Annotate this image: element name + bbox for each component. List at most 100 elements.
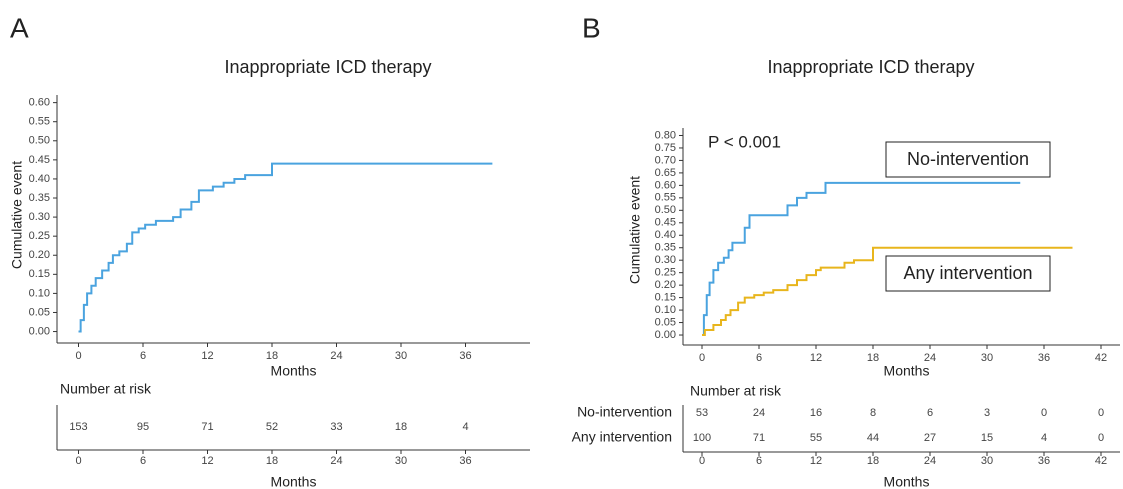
risk-x-tick-label: 30: [981, 455, 993, 467]
risk-count: 18: [395, 421, 407, 433]
x-tick-label: 18: [867, 352, 879, 364]
risk-count: 44: [867, 432, 879, 444]
risk-x-tick-label: 30: [395, 455, 407, 467]
y-tick-label: 0.30: [655, 254, 676, 266]
y-tick-label: 0.70: [655, 154, 676, 166]
panel-label: B: [582, 12, 601, 43]
y-tick-label: 0.20: [655, 279, 676, 291]
y-tick-label: 0.65: [655, 167, 676, 179]
x-tick-label: 6: [756, 352, 762, 364]
legend-box: [885, 141, 1051, 178]
risk-count: 8: [870, 407, 876, 419]
y-tick-label: 0.45: [29, 154, 50, 166]
y-tick-label: 0.05: [29, 306, 50, 318]
y-tick-label: 0.55: [29, 116, 50, 128]
km-curve: [702, 181, 1021, 337]
risk-count: 0: [1041, 407, 1047, 419]
risk-row-name: Any intervention: [572, 429, 672, 445]
x-tick-label: 36: [459, 350, 471, 362]
y-tick-label: 0.05: [655, 316, 676, 328]
y-tick-label: 0.30: [29, 211, 50, 223]
risk-count: 4: [1041, 432, 1047, 444]
chart-title: Inappropriate ICD therapy: [767, 57, 974, 77]
risk-count: 6: [927, 407, 933, 419]
y-tick-label: 0.45: [655, 217, 676, 229]
y-tick-label: 0.35: [655, 242, 676, 254]
y-tick-label: 0.20: [29, 249, 50, 261]
risk-row-name: No-intervention: [577, 404, 672, 420]
x-axis-title: Months: [884, 363, 930, 379]
y-tick-label: 0.10: [655, 304, 676, 316]
risk-x-tick-label: 12: [201, 455, 213, 467]
y-tick-label: 0.00: [29, 325, 50, 337]
risk-count: 52: [266, 421, 278, 433]
x-tick-label: 12: [201, 350, 213, 362]
p-value: P < 0.001: [708, 132, 781, 151]
risk-count: 55: [810, 432, 822, 444]
x-tick-label: 24: [330, 350, 342, 362]
risk-count: 0: [1098, 407, 1104, 419]
y-tick-label: 0.40: [29, 173, 50, 185]
risk-count: 95: [137, 421, 149, 433]
x-tick-label: 42: [1095, 352, 1107, 364]
risk-x-tick-label: 12: [810, 455, 822, 467]
risk-x-tick-label: 6: [756, 455, 762, 467]
risk-x-tick-label: 24: [330, 455, 342, 467]
risk-x-tick-label: 18: [867, 455, 879, 467]
y-tick-label: 0.75: [655, 142, 676, 154]
risk-count: 0: [1098, 432, 1104, 444]
y-tick-label: 0.15: [655, 292, 676, 304]
x-tick-label: 12: [810, 352, 822, 364]
risk-x-tick-label: 42: [1095, 455, 1107, 467]
km-curve: [78, 162, 493, 333]
risk-x-axis-title: Months: [271, 474, 317, 489]
risk-count: 3: [984, 407, 990, 419]
y-tick-label: 0.35: [29, 192, 50, 204]
chart-title: Inappropriate ICD therapy: [224, 57, 431, 77]
risk-count: 153: [69, 421, 87, 433]
risk-count: 15: [981, 432, 993, 444]
y-tick-label: 0.50: [655, 204, 676, 216]
y-tick-label: 0.15: [29, 268, 50, 280]
x-axis-title: Months: [271, 363, 317, 379]
risk-x-tick-label: 18: [266, 455, 278, 467]
risk-count: 71: [201, 421, 213, 433]
x-tick-label: 30: [981, 352, 993, 364]
risk-count: 4: [462, 421, 468, 433]
legend-label: No-intervention: [907, 149, 1029, 169]
y-tick-label: 0.00: [655, 329, 676, 341]
risk-table-title: Number at risk: [690, 383, 782, 399]
y-tick-label: 0.10: [29, 287, 50, 299]
x-tick-label: 0: [699, 352, 705, 364]
y-tick-label: 0.55: [655, 192, 676, 204]
risk-x-tick-label: 0: [699, 455, 705, 467]
x-tick-label: 6: [140, 350, 146, 362]
x-tick-label: 36: [1038, 352, 1050, 364]
risk-count: 27: [924, 432, 936, 444]
risk-x-tick-label: 6: [140, 455, 146, 467]
risk-count: 24: [753, 407, 765, 419]
risk-count: 71: [753, 432, 765, 444]
y-tick-label: 0.60: [29, 97, 50, 109]
y-tick-label: 0.50: [29, 135, 50, 147]
y-axis-title: Cumulative event: [627, 176, 643, 284]
risk-table-title: Number at risk: [60, 381, 152, 397]
x-tick-label: 24: [924, 352, 936, 364]
y-tick-label: 0.25: [29, 230, 50, 242]
risk-count: 100: [693, 432, 711, 444]
panel-label: A: [10, 12, 29, 43]
legend-box: [885, 255, 1051, 292]
km-curve: [702, 246, 1073, 337]
y-tick-label: 0.40: [655, 229, 676, 241]
x-tick-label: 30: [395, 350, 407, 362]
risk-x-axis-title: Months: [884, 474, 930, 489]
legend-label: Any intervention: [903, 263, 1032, 283]
x-tick-label: 18: [266, 350, 278, 362]
y-tick-label: 0.25: [655, 267, 676, 279]
risk-count: 16: [810, 407, 822, 419]
y-tick-label: 0.60: [655, 179, 676, 191]
risk-count: 53: [696, 407, 708, 419]
risk-x-tick-label: 36: [1038, 455, 1050, 467]
risk-x-tick-label: 0: [75, 455, 81, 467]
